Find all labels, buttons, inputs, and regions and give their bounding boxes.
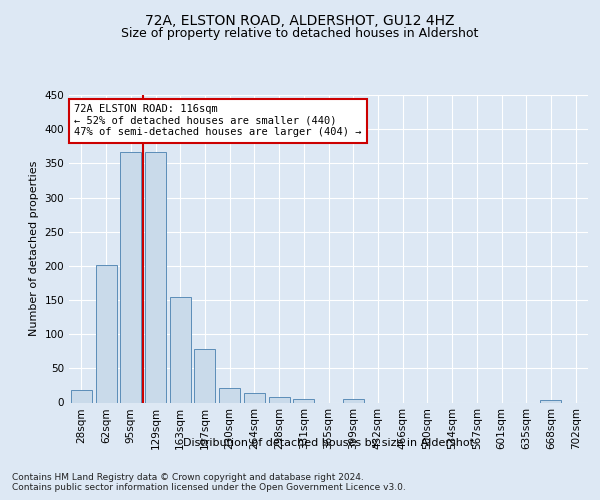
Text: Size of property relative to detached houses in Aldershot: Size of property relative to detached ho… — [121, 28, 479, 40]
Bar — [120, 152, 141, 402]
Bar — [145, 152, 166, 402]
Bar — [170, 296, 191, 403]
Bar — [244, 393, 265, 402]
Text: Distribution of detached houses by size in Aldershot: Distribution of detached houses by size … — [184, 438, 475, 448]
Bar — [293, 399, 314, 402]
Bar — [219, 388, 240, 402]
Bar — [269, 397, 290, 402]
Text: Contains HM Land Registry data © Crown copyright and database right 2024.
Contai: Contains HM Land Registry data © Crown c… — [12, 472, 406, 492]
Bar — [95, 265, 116, 402]
Bar — [343, 399, 364, 402]
Bar — [541, 400, 562, 402]
Y-axis label: Number of detached properties: Number of detached properties — [29, 161, 39, 336]
Bar — [194, 349, 215, 403]
Text: 72A, ELSTON ROAD, ALDERSHOT, GU12 4HZ: 72A, ELSTON ROAD, ALDERSHOT, GU12 4HZ — [145, 14, 455, 28]
Bar — [71, 390, 92, 402]
Text: 72A ELSTON ROAD: 116sqm
← 52% of detached houses are smaller (440)
47% of semi-d: 72A ELSTON ROAD: 116sqm ← 52% of detache… — [74, 104, 362, 138]
